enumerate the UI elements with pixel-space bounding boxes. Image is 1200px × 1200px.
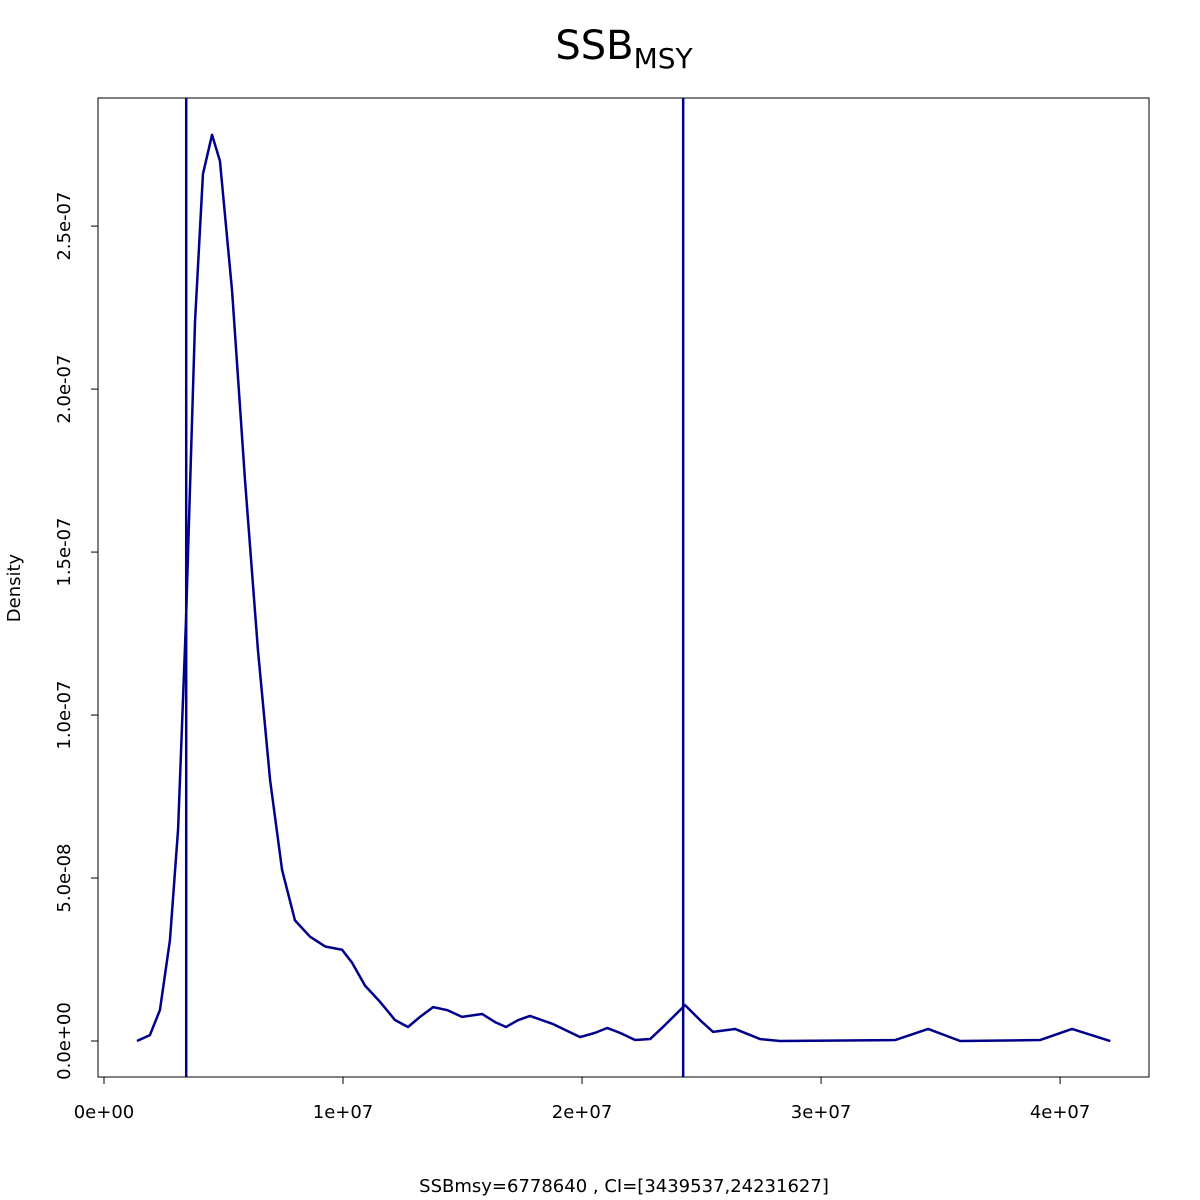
x-axis-label: SSBmsy=6778640 , CI=[3439537,24231627] <box>419 1176 829 1197</box>
x-tick-label: 3e+07 <box>791 1102 852 1123</box>
y-tick-label: 0.0e+00 <box>54 1002 75 1080</box>
y-tick-label: 5.0e-08 <box>54 843 75 912</box>
x-tick-label: 4e+07 <box>1030 1102 1091 1123</box>
x-tick-label: 1e+07 <box>313 1102 374 1123</box>
chart-title: SSBMSY <box>555 23 693 75</box>
y-tick-label: 1.0e-07 <box>54 680 75 749</box>
title-subscript: MSY <box>634 42 694 75</box>
title-main: SSB <box>555 23 633 69</box>
y-tick-label: 2.5e-07 <box>54 192 75 261</box>
density-line <box>136 133 1111 1043</box>
y-tick-label: 2.0e-07 <box>54 355 75 424</box>
y-tick-label: 1.5e-07 <box>54 518 75 587</box>
x-tick-label: 2e+07 <box>552 1102 613 1123</box>
x-tick-label: 0e+00 <box>74 1102 135 1123</box>
plot-frame <box>97 97 1150 1078</box>
y-axis-label: Density <box>4 553 25 622</box>
